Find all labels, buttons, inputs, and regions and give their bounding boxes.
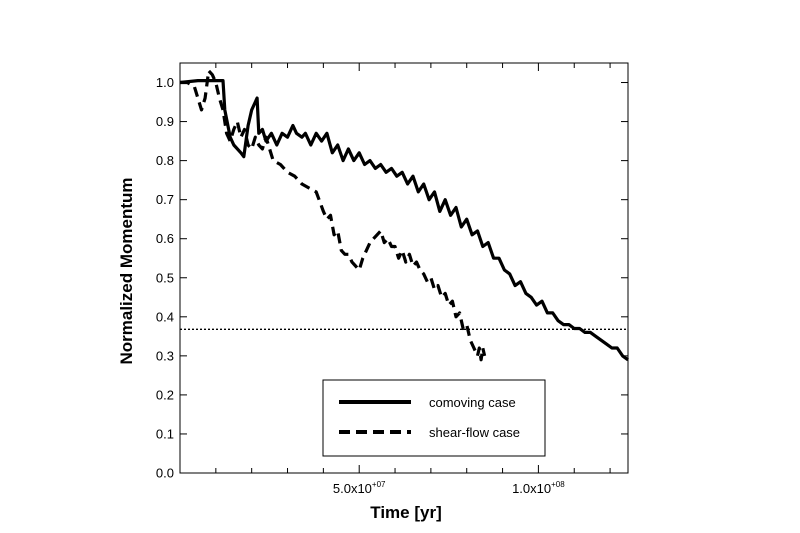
y-axis-ticks: 0.0 0.1 0.2 0.3 0.4 0.5 0.6 0.7 0.8 0.9 1.0 <box>156 75 628 481</box>
y-tick-label: 0.0 <box>156 466 174 481</box>
x-tick-label: 5.0x10+07 <box>333 480 386 496</box>
y-tick-label: 0.4 <box>156 309 174 324</box>
y-tick-label: 0.5 <box>156 270 174 285</box>
x-tick-label: 1.0x10+08 <box>512 480 565 496</box>
legend-label-shear-flow-case: shear-flow case <box>429 425 520 440</box>
y-tick-label: 0.8 <box>156 153 174 168</box>
y-tick-label: 0.3 <box>156 348 174 363</box>
plot-area <box>179 62 629 474</box>
legend-label-comoving-case: comoving case <box>429 395 516 410</box>
y-tick-label: 1.0 <box>156 75 174 90</box>
y-tick-label: 0.1 <box>156 426 174 441</box>
y-tick-label: 0.9 <box>156 114 174 129</box>
series-layer <box>179 69 629 362</box>
y-tick-label: 0.2 <box>156 387 174 402</box>
y-axis-title: Normalized Momentum <box>117 177 136 364</box>
minor-ticks <box>215 63 611 473</box>
x-tick-exponent: +07 <box>372 480 386 489</box>
y-tick-label: 0.6 <box>156 231 174 246</box>
legend: comoving case shear-flow case <box>322 379 546 457</box>
x-axis-ticks: 5.0x10+07 1.0x10+08 <box>333 480 565 496</box>
series-line-shear-flow-case <box>180 69 487 362</box>
plot-frame <box>179 62 629 474</box>
x-axis-title: Time [yr] <box>370 503 442 522</box>
y-tick-label: 0.7 <box>156 192 174 207</box>
legend-box <box>322 379 546 457</box>
series-line-comoving-case <box>179 78 629 362</box>
x-tick-exponent: +08 <box>551 480 565 489</box>
